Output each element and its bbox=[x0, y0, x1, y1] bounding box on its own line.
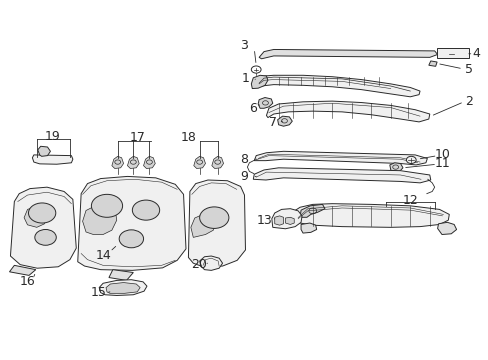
Text: 11: 11 bbox=[434, 157, 449, 170]
Polygon shape bbox=[109, 270, 133, 280]
Polygon shape bbox=[10, 187, 76, 268]
Circle shape bbox=[28, 203, 56, 223]
Circle shape bbox=[35, 229, 56, 245]
Polygon shape bbox=[271, 209, 302, 229]
Polygon shape bbox=[106, 283, 140, 293]
Text: 20: 20 bbox=[190, 258, 206, 271]
Circle shape bbox=[199, 207, 228, 228]
Text: 19: 19 bbox=[44, 130, 60, 143]
Circle shape bbox=[132, 200, 159, 220]
Polygon shape bbox=[112, 156, 123, 168]
Text: 15: 15 bbox=[90, 286, 106, 299]
Polygon shape bbox=[253, 75, 419, 97]
Text: 16: 16 bbox=[20, 275, 36, 288]
Polygon shape bbox=[259, 49, 437, 59]
Text: 2: 2 bbox=[464, 95, 472, 108]
Polygon shape bbox=[277, 116, 292, 126]
Text: 10: 10 bbox=[434, 148, 449, 161]
Polygon shape bbox=[188, 180, 245, 267]
Polygon shape bbox=[251, 75, 267, 89]
Polygon shape bbox=[292, 204, 448, 227]
Polygon shape bbox=[99, 280, 147, 296]
Polygon shape bbox=[193, 156, 205, 168]
Polygon shape bbox=[253, 168, 430, 183]
Polygon shape bbox=[211, 156, 223, 168]
Text: 17: 17 bbox=[129, 131, 145, 144]
Text: 14: 14 bbox=[95, 249, 111, 262]
Polygon shape bbox=[428, 61, 436, 66]
Text: 1: 1 bbox=[241, 72, 249, 85]
Polygon shape bbox=[436, 48, 468, 58]
Polygon shape bbox=[127, 156, 139, 168]
Text: 8: 8 bbox=[240, 153, 248, 166]
Text: 4: 4 bbox=[471, 47, 479, 60]
Polygon shape bbox=[254, 151, 427, 165]
Polygon shape bbox=[300, 204, 325, 217]
Circle shape bbox=[119, 230, 143, 248]
Polygon shape bbox=[274, 216, 283, 225]
Polygon shape bbox=[190, 214, 216, 237]
Polygon shape bbox=[24, 207, 47, 227]
Text: 9: 9 bbox=[240, 170, 248, 183]
Text: 18: 18 bbox=[180, 131, 196, 144]
Polygon shape bbox=[389, 163, 402, 172]
Polygon shape bbox=[258, 98, 272, 108]
Circle shape bbox=[91, 194, 122, 217]
Text: 3: 3 bbox=[240, 39, 248, 52]
Text: 13: 13 bbox=[257, 214, 272, 227]
Circle shape bbox=[406, 156, 415, 163]
Text: 7: 7 bbox=[268, 116, 276, 129]
Polygon shape bbox=[9, 265, 36, 275]
Polygon shape bbox=[199, 256, 222, 270]
Polygon shape bbox=[32, 155, 73, 164]
Polygon shape bbox=[266, 101, 429, 122]
Polygon shape bbox=[78, 176, 185, 270]
Polygon shape bbox=[143, 156, 155, 168]
Polygon shape bbox=[38, 146, 50, 156]
Text: 6: 6 bbox=[249, 102, 257, 115]
Text: 12: 12 bbox=[402, 194, 417, 207]
Text: 5: 5 bbox=[464, 63, 472, 76]
Polygon shape bbox=[437, 222, 456, 234]
Polygon shape bbox=[285, 217, 294, 225]
Polygon shape bbox=[301, 223, 316, 233]
Polygon shape bbox=[82, 204, 117, 234]
